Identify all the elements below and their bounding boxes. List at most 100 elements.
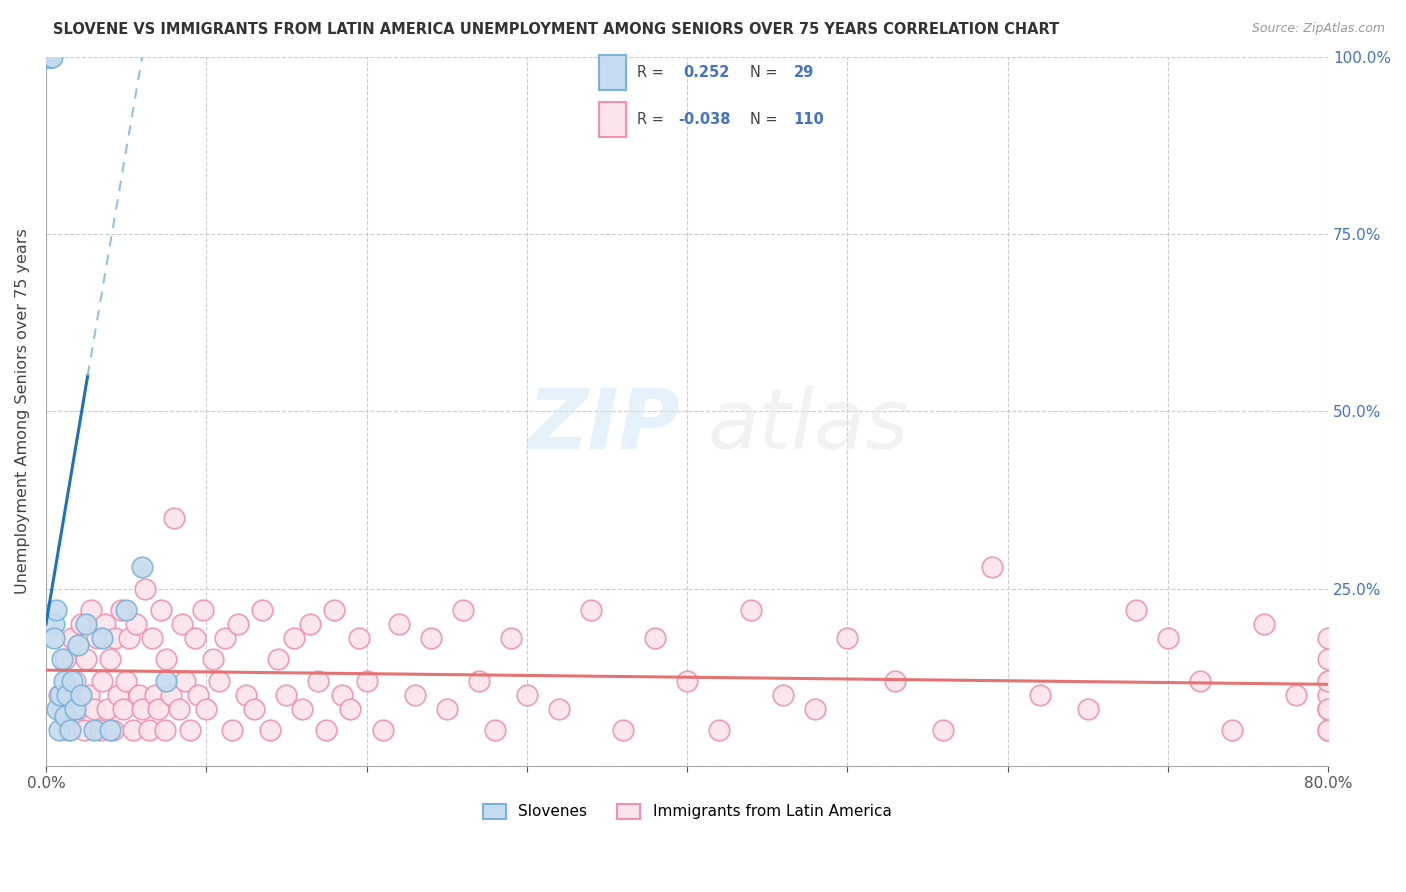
Point: [38, 50, 60, 64]
Point: [451, 603, 474, 617]
Point: [103, 723, 125, 738]
Point: [51, 652, 73, 666]
Point: [1285, 688, 1308, 702]
Point: [49, 688, 72, 702]
Text: Source: ZipAtlas.com: Source: ZipAtlas.com: [1251, 22, 1385, 36]
Point: [56, 688, 79, 702]
Point: [356, 673, 378, 688]
Point: [41, 50, 63, 64]
Point: [174, 673, 197, 688]
Point: [980, 560, 1002, 574]
Text: 110: 110: [793, 112, 824, 127]
Point: [201, 652, 224, 666]
Point: [46, 702, 69, 716]
Point: [740, 603, 762, 617]
Point: [75, 652, 97, 666]
Point: [252, 603, 274, 617]
Point: [48, 688, 70, 702]
Point: [1317, 723, 1340, 738]
Point: [172, 617, 194, 632]
Point: [484, 723, 506, 738]
Point: [134, 582, 156, 596]
Point: [104, 631, 127, 645]
Text: N =: N =: [749, 65, 778, 79]
Point: [436, 702, 458, 716]
Point: [404, 688, 426, 702]
Point: [1317, 702, 1340, 716]
Point: [118, 631, 141, 645]
Point: [83, 723, 105, 738]
Point: [75, 617, 97, 632]
Legend: Slovenes, Immigrants from Latin America: Slovenes, Immigrants from Latin America: [477, 797, 897, 826]
Bar: [599, 102, 626, 137]
Text: 29: 29: [793, 65, 814, 79]
Point: [1188, 673, 1211, 688]
Point: [60, 673, 83, 688]
Point: [307, 673, 329, 688]
Point: [772, 688, 794, 702]
Point: [98, 723, 121, 738]
Point: [184, 631, 207, 645]
Point: [48, 723, 70, 738]
Point: [89, 723, 111, 738]
Point: [644, 631, 666, 645]
Point: [70, 617, 93, 632]
Point: [1317, 673, 1340, 688]
Point: [315, 723, 337, 738]
Point: [51, 702, 73, 716]
Point: [1125, 603, 1147, 617]
Text: -0.038: -0.038: [678, 112, 731, 127]
Point: [1317, 688, 1340, 702]
Point: [214, 631, 236, 645]
Point: [163, 510, 186, 524]
Point: [1317, 723, 1340, 738]
Point: [1317, 631, 1340, 645]
Point: [332, 688, 354, 702]
Point: [63, 702, 86, 716]
Point: [42, 631, 65, 645]
Point: [131, 560, 153, 574]
Point: [1317, 652, 1340, 666]
Point: [299, 617, 322, 632]
Point: [235, 688, 257, 702]
Point: [153, 723, 176, 738]
Point: [371, 723, 394, 738]
Point: [94, 617, 117, 632]
Point: [707, 723, 730, 738]
Point: [45, 603, 67, 617]
Point: [267, 652, 290, 666]
Text: atlas: atlas: [709, 385, 910, 466]
Point: [110, 603, 132, 617]
Point: [1253, 617, 1275, 632]
Point: [323, 603, 346, 617]
Point: [141, 631, 163, 645]
Point: [111, 702, 134, 716]
Point: [155, 673, 177, 688]
Text: R =: R =: [637, 112, 664, 127]
Point: [66, 702, 89, 716]
Point: [1317, 702, 1340, 716]
Point: [1077, 702, 1099, 716]
Point: [138, 723, 160, 738]
Point: [208, 673, 231, 688]
Point: [96, 702, 118, 716]
Point: [932, 723, 955, 738]
Text: R =: R =: [637, 65, 664, 79]
Point: [39, 50, 62, 64]
Point: [243, 702, 266, 716]
Point: [77, 688, 100, 702]
Text: N =: N =: [749, 112, 778, 127]
Point: [83, 702, 105, 716]
Point: [884, 673, 907, 688]
Point: [179, 723, 201, 738]
Point: [419, 631, 441, 645]
Point: [612, 723, 634, 738]
Point: [1220, 723, 1243, 738]
Point: [121, 723, 143, 738]
Point: [1317, 673, 1340, 688]
Point: [291, 702, 314, 716]
Point: [191, 603, 214, 617]
Point: [276, 688, 298, 702]
Y-axis label: Unemployment Among Seniors over 75 years: Unemployment Among Seniors over 75 years: [15, 228, 30, 594]
Point: [804, 702, 827, 716]
